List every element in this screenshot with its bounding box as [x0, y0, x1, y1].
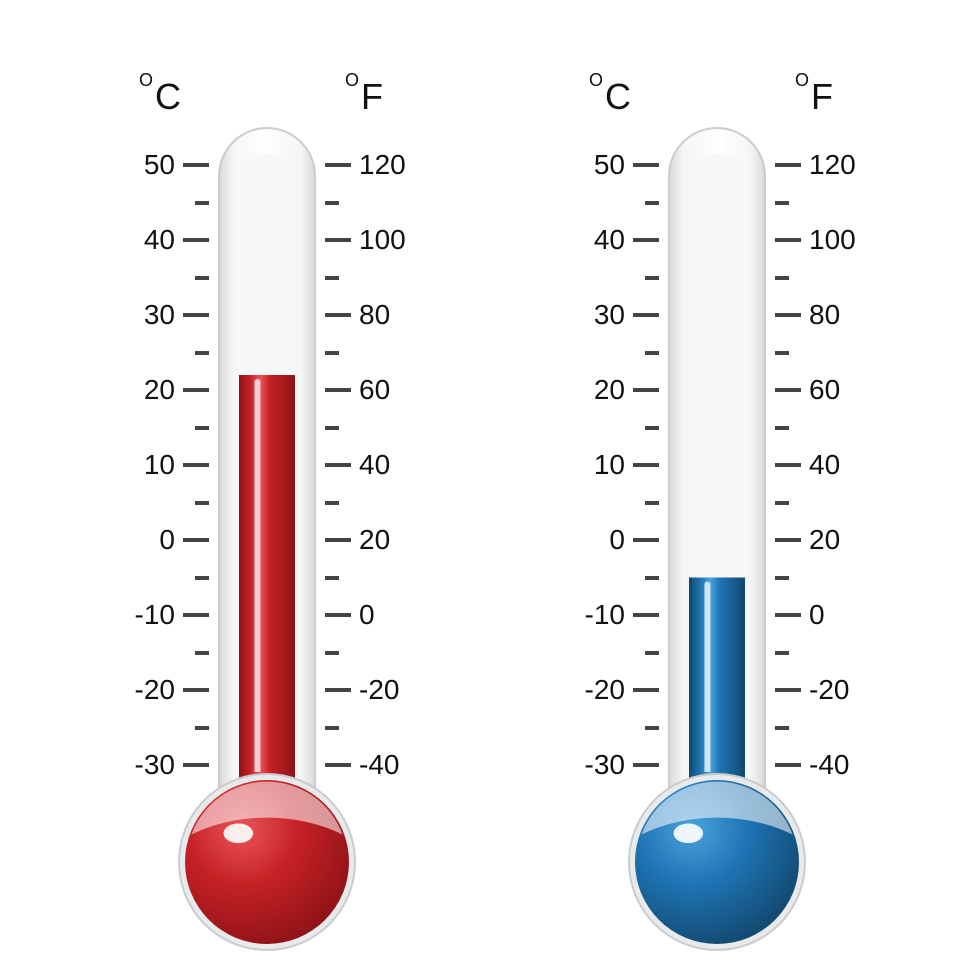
thermometer-tube — [567, 0, 867, 980]
thermometer-cold: OCOF50403020100-10-20-30120100806040200-… — [0, 0, 980, 980]
bulb-spot — [674, 823, 704, 843]
